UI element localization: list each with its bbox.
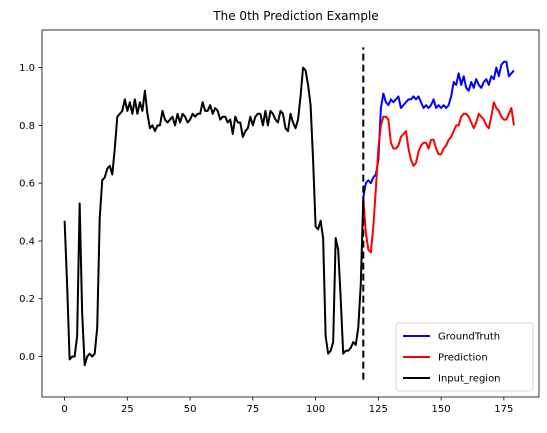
y-tick-label: 0.0 bbox=[19, 352, 35, 363]
legend: GroundTruth Prediction Input_region bbox=[395, 322, 534, 392]
chart-title: The 0th Prediction Example bbox=[212, 9, 378, 23]
legend-label: GroundTruth bbox=[438, 332, 500, 343]
y-tick-label: 1.0 bbox=[19, 63, 35, 74]
x-tick-label: 125 bbox=[369, 404, 388, 415]
series-line-prediction bbox=[362, 101, 515, 254]
x-tick-label: 100 bbox=[306, 404, 325, 415]
y-tick-label: 0.8 bbox=[19, 121, 35, 132]
series-line-groundtruth bbox=[362, 60, 515, 198]
legend-label: Input_region bbox=[438, 374, 501, 385]
series-line-input-region bbox=[63, 66, 365, 367]
y-tick-label: 0.6 bbox=[19, 179, 35, 190]
y-tick-label: 0.4 bbox=[19, 236, 35, 247]
x-tick-label: 0 bbox=[61, 404, 67, 415]
x-tick-label: 150 bbox=[432, 404, 451, 415]
plot-frame bbox=[41, 29, 540, 398]
legend-label: Prediction bbox=[438, 353, 488, 364]
x-tick-label: 175 bbox=[494, 404, 513, 415]
legend-box bbox=[395, 322, 534, 392]
x-tick-label: 50 bbox=[184, 404, 197, 415]
x-tick-label: 75 bbox=[246, 404, 259, 415]
y-tick-label: 0.2 bbox=[19, 294, 35, 305]
x-tick-label: 25 bbox=[121, 404, 134, 415]
